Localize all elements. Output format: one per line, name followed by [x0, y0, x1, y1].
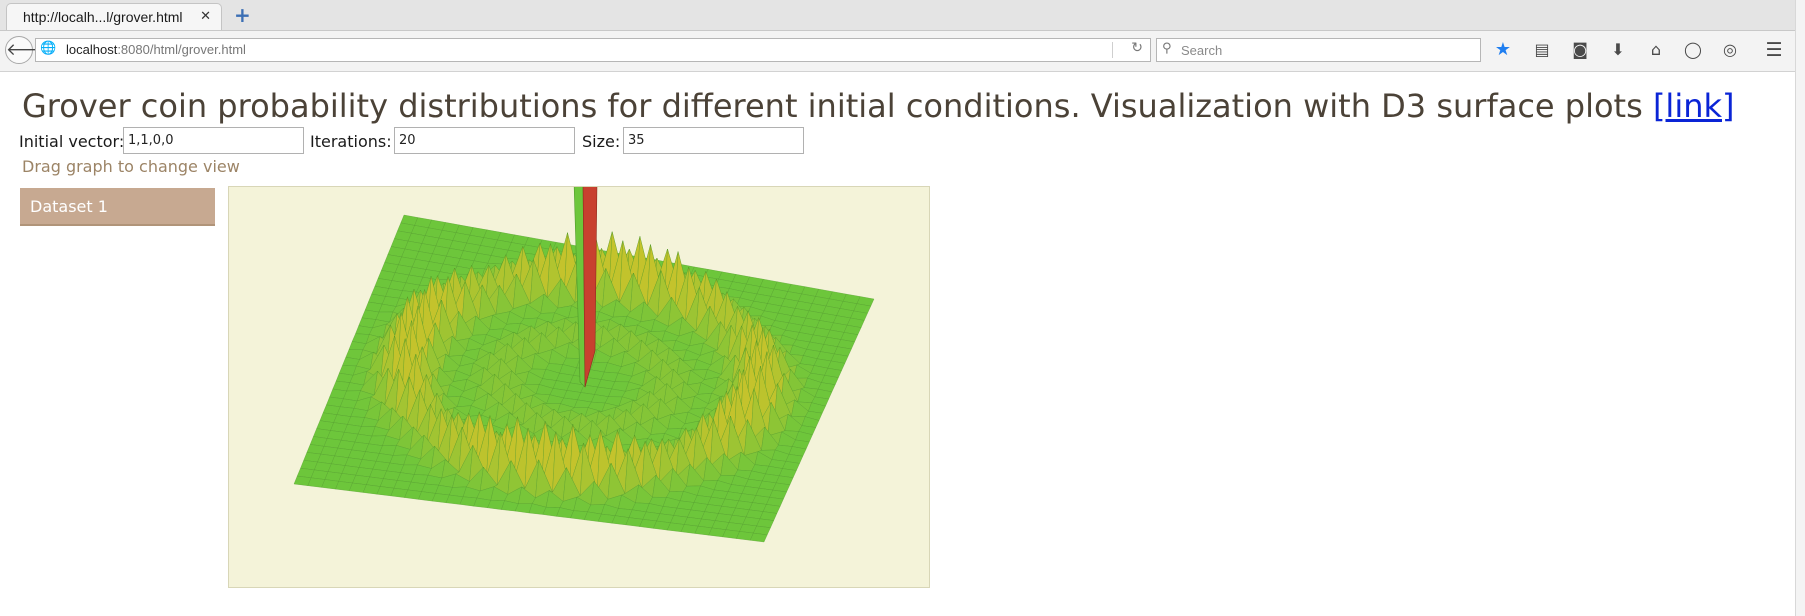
size-input[interactable] [623, 127, 804, 154]
surface-plot[interactable] [228, 186, 930, 588]
url-bar[interactable]: 🌐 localhost:8080/html/grover.html ↻ [35, 38, 1151, 62]
surface-cell [749, 532, 768, 543]
home-icon[interactable]: ⌂ [1650, 40, 1662, 59]
url-path: :8080/html/grover.html [117, 42, 246, 57]
tab-strip: http://localh...l/grover.html ✕ + [0, 0, 1795, 31]
search-bar[interactable]: ⚲ [1156, 38, 1481, 62]
surface-plot-svg[interactable] [229, 187, 930, 588]
close-icon[interactable]: ✕ [200, 9, 211, 24]
globe-icon: 🌐 [40, 41, 57, 56]
download-icon[interactable]: ⬇ [1611, 40, 1625, 59]
central-peak-red-face [582, 187, 598, 388]
search-input[interactable] [1179, 40, 1473, 60]
nav-toolbar: 🡐 🌐 localhost:8080/html/grover.html ↻ ⚲ … [0, 31, 1795, 72]
pocket-icon[interactable]: ◙ [1572, 40, 1588, 59]
initial-vector-label: Initial vector: [19, 132, 125, 151]
reading-list-icon[interactable]: ▤ [1534, 40, 1550, 59]
dataset-1-button[interactable]: Dataset 1 [20, 188, 215, 226]
bookmark-star-icon[interactable]: ★ [1494, 39, 1512, 60]
drag-hint: Drag graph to change view [22, 157, 240, 176]
chat-icon[interactable]: ◯ [1684, 40, 1702, 59]
size-label: Size: [582, 132, 621, 151]
page-title-text: Grover coin probability distributions fo… [22, 87, 1643, 125]
reload-icon[interactable]: ↻ [1131, 40, 1143, 56]
title-link[interactable]: [link] [1652, 87, 1735, 125]
tab-grover[interactable]: http://localh...l/grover.html ✕ [6, 3, 222, 30]
page-title: Grover coin probability distributions fo… [22, 87, 1735, 125]
url-text[interactable]: localhost:8080/html/grover.html [66, 42, 246, 57]
url-host: localhost [66, 42, 118, 57]
iterations-label: Iterations: [310, 132, 392, 151]
iterations-input[interactable] [394, 127, 575, 154]
tab-title: http://localh...l/grover.html [23, 9, 183, 25]
screenshot-icon[interactable]: ◎ [1723, 40, 1737, 59]
new-tab-icon[interactable]: + [234, 3, 251, 27]
window-edge [1795, 0, 1805, 616]
back-icon[interactable]: 🡐 [5, 36, 52, 64]
search-icon: ⚲ [1162, 41, 1172, 56]
menu-icon[interactable]: ☰ [1765, 39, 1783, 61]
url-divider [1112, 42, 1113, 58]
initial-vector-input[interactable] [123, 127, 304, 154]
